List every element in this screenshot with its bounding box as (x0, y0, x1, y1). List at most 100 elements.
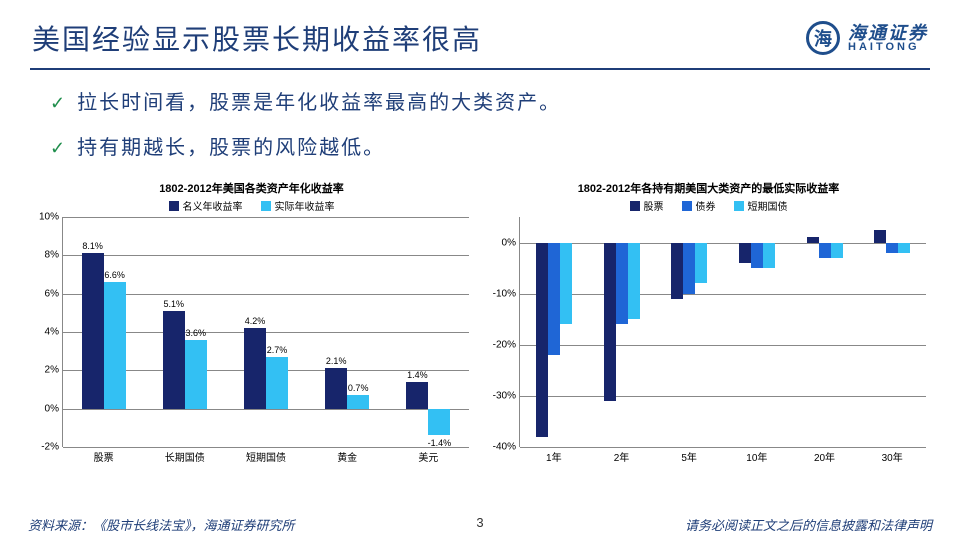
bar-value-label: 2.1% (326, 356, 347, 366)
legend-swatch (261, 201, 271, 211)
logo-cn: 海通证券 (848, 24, 928, 42)
x-tick-label: 10年 (746, 449, 767, 464)
bar-value-label: 2.7% (267, 345, 288, 355)
bar (886, 243, 898, 253)
bar-value-label: 1.4% (407, 370, 428, 380)
y-tick-label: 4% (29, 327, 59, 338)
y-tick-label: -30% (486, 390, 516, 401)
page-title: 美国经验显示股票长期收益率很高 (32, 18, 482, 58)
gridline (63, 409, 469, 410)
y-tick-label: -40% (486, 442, 516, 453)
bar (548, 243, 560, 355)
gridline (63, 447, 469, 448)
gridline (63, 255, 469, 256)
bar (763, 243, 775, 269)
logo-en: HAITONG (848, 42, 928, 53)
chart-legend: 股票债券短期国债 (485, 198, 932, 213)
page-number: 3 (476, 515, 483, 530)
x-tick-label: 黄金 (337, 449, 357, 464)
chart-right: 1802-2012年各持有期美国大类资产的最低实际收益率 股票债券短期国债 -4… (485, 180, 932, 480)
gridline (63, 217, 469, 218)
y-tick-label: -20% (486, 339, 516, 350)
footer-source: 资料来源：《股市长线法宝》，海通证券研究所 (28, 515, 295, 534)
bullet-text: 拉长时间看，股票是年化收益率最高的大类资产。 (77, 86, 561, 115)
legend-swatch (630, 201, 640, 211)
legend-item: 短期国债 (734, 198, 788, 213)
legend-swatch (734, 201, 744, 211)
bar-value-label: 8.1% (82, 241, 103, 251)
x-tick-label: 20年 (814, 449, 835, 464)
bar-value-label: 0.7% (348, 383, 369, 393)
x-tick-label: 短期国债 (246, 449, 286, 464)
x-tick-label: 2年 (614, 449, 630, 464)
legend-swatch (169, 201, 179, 211)
chart-title: 1802-2012年美国各类资产年化收益率 (28, 180, 475, 196)
bar-value-label: 6.6% (104, 270, 125, 280)
bar (266, 357, 288, 409)
x-tick-label: 30年 (882, 449, 903, 464)
y-tick-label: 0% (29, 403, 59, 414)
logo-icon: 海 (806, 21, 840, 55)
bar (406, 382, 428, 409)
bullet-item: ✓ 拉长时间看，股票是年化收益率最高的大类资产。 (50, 86, 910, 115)
haitong-logo: 海 海通证券 HAITONG (806, 21, 928, 55)
legend-item: 实际年收益率 (261, 198, 335, 213)
y-tick-label: 0% (486, 237, 516, 248)
bar (751, 243, 763, 269)
bullet-list: ✓ 拉长时间看，股票是年化收益率最高的大类资产。 ✓ 持有期越长，股票的风险越低… (0, 80, 960, 180)
legend-label: 短期国债 (748, 198, 788, 213)
bar (671, 243, 683, 299)
bar (695, 243, 707, 284)
bar (683, 243, 695, 294)
legend-item: 股票 (630, 198, 664, 213)
bullet-text: 持有期越长，股票的风险越低。 (77, 131, 385, 160)
y-tick-label: 10% (29, 212, 59, 223)
title-underline (30, 68, 930, 70)
bar (819, 243, 831, 258)
bar (874, 230, 886, 243)
bar (560, 243, 572, 325)
footer-disclaimer: 请务必阅读正文之后的信息披露和法律声明 (685, 515, 932, 534)
bar (616, 243, 628, 325)
y-tick-label: 2% (29, 365, 59, 376)
bar (244, 328, 266, 409)
check-icon: ✓ (50, 93, 67, 114)
y-tick-label: 6% (29, 288, 59, 299)
bar (739, 243, 751, 263)
bullet-item: ✓ 持有期越长，股票的风险越低。 (50, 131, 910, 160)
bar (104, 282, 126, 409)
legend-swatch (682, 201, 692, 211)
bar (428, 409, 450, 436)
x-tick-label: 美元 (418, 449, 438, 464)
chart-plot: -40%-30%-20%-10%0%1年2年5年10年20年30年 (519, 217, 926, 447)
y-tick-label: 8% (29, 250, 59, 261)
legend-item: 名义年收益率 (169, 198, 243, 213)
bar-value-label: 4.2% (245, 316, 266, 326)
gridline (520, 243, 926, 244)
bar-value-label: -1.4% (428, 438, 452, 448)
legend-label: 实际年收益率 (275, 198, 335, 213)
x-tick-label: 长期国债 (165, 449, 205, 464)
x-tick-label: 1年 (546, 449, 562, 464)
bar (163, 311, 185, 409)
legend-label: 股票 (644, 198, 664, 213)
chart-left: 1802-2012年美国各类资产年化收益率 名义年收益率 实际年收益率 -2% 0%… (28, 180, 475, 480)
bar (831, 243, 843, 258)
gridline (520, 396, 926, 397)
footer: 资料来源：《股市长线法宝》，海通证券研究所 3 请务必阅读正文之后的信息披露和法… (0, 515, 960, 534)
x-tick-label: 股票 (94, 449, 114, 464)
chart-title: 1802-2012年各持有期美国大类资产的最低实际收益率 (485, 180, 932, 196)
bar (898, 243, 910, 253)
bar (185, 340, 207, 409)
bar-value-label: 5.1% (164, 299, 185, 309)
chart-plot: -2%0%2%4%6%8%10%股票8.1%6.6%长期国债5.1%3.6%短期… (62, 217, 469, 447)
bar (536, 243, 548, 437)
legend-label: 名义年收益率 (183, 198, 243, 213)
y-tick-label: -2% (29, 442, 59, 453)
bar (604, 243, 616, 401)
bar-value-label: 3.6% (186, 328, 207, 338)
check-icon: ✓ (50, 138, 67, 159)
x-tick-label: 5年 (681, 449, 697, 464)
bar (628, 243, 640, 320)
gridline (520, 294, 926, 295)
